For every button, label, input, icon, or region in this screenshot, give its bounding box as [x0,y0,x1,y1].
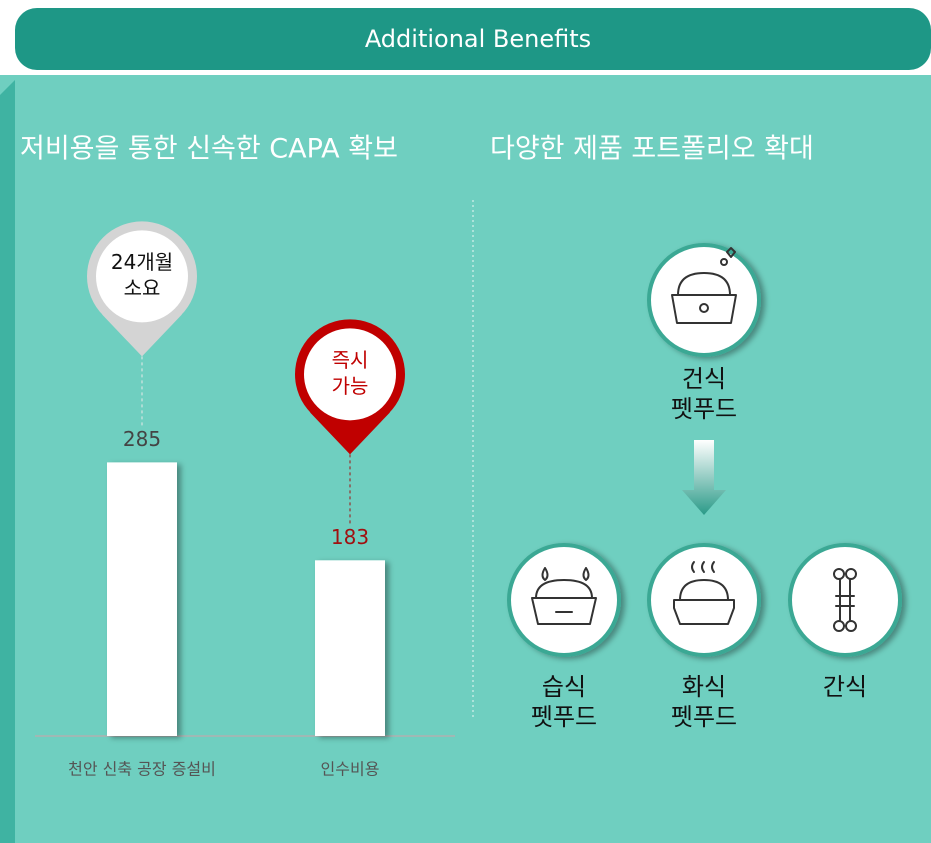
header-title: Additional Benefits [365,25,591,53]
arrow [682,440,726,515]
bar [107,462,177,736]
diagram-title: 다양한 제품 포트폴리오 확대 [490,134,814,165]
bar [315,560,385,736]
node-label: 간식 [823,673,867,701]
chart-title: 저비용을 통한 신속한 CAPA 확보 [20,134,398,165]
node-label: 건식 [682,365,726,393]
node-label: 펫푸드 [671,395,737,423]
header-bar [15,8,931,70]
pin-inner [96,230,188,323]
pin-inner [304,328,396,421]
pin-text: 즉시 [332,348,369,372]
node-circle [788,543,902,657]
node-circle [507,543,621,657]
panel-edge [0,80,15,843]
node-circle [647,243,761,357]
pin-text: 24개월 [111,250,173,274]
node-label: 펫푸드 [671,703,737,731]
node-icons [507,243,902,657]
value-label: 285 [123,427,161,451]
node-label: 펫푸드 [531,703,597,731]
node-label: 습식 [542,673,586,701]
node-label: 화식 [682,673,726,701]
category-label: 인수비용 [321,760,380,779]
pin-text: 가능 [332,374,369,398]
value-label: 183 [331,525,369,549]
pin-text: 소요 [124,276,161,300]
category-label: 천안 신축 공장 증설비 [68,760,216,779]
